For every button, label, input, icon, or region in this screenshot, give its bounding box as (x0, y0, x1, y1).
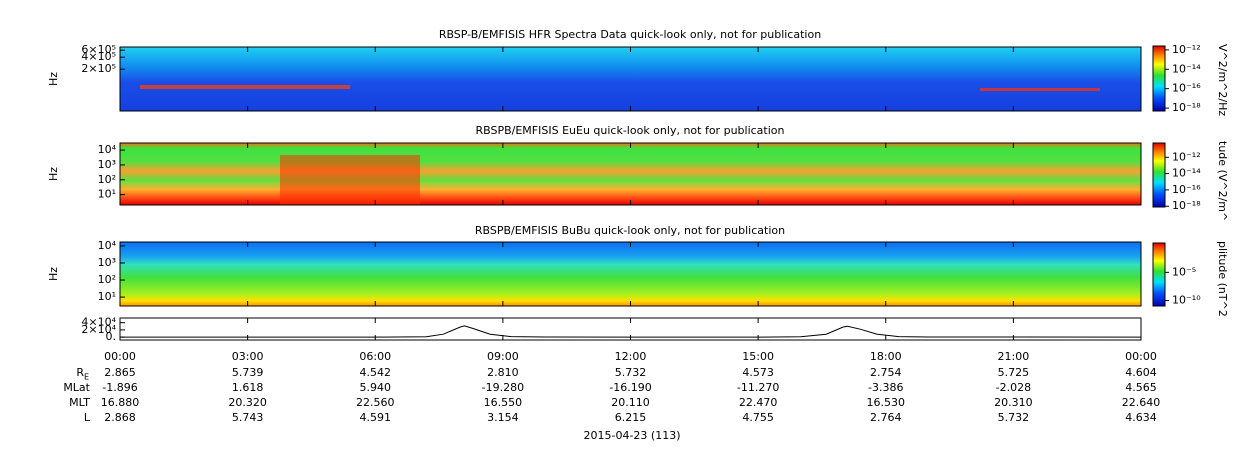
panel-title: RBSP-B/EMFISIS HFR Spectra Data quick-lo… (439, 28, 821, 41)
ephemeris-value: -2.028 (996, 381, 1031, 394)
colorbar (1152, 45, 1166, 112)
y-tick-label: 4×10⁵ (81, 50, 116, 63)
ephemeris-label-sub: E (84, 373, 89, 382)
ephemeris-value: -11.270 (737, 381, 779, 394)
ephemeris-value: 4.542 (360, 366, 392, 379)
x-tick-label: 00:00 (1125, 350, 1157, 363)
ephemeris-value: -1.896 (102, 381, 137, 394)
x-tick-label: 12:00 (615, 350, 647, 363)
y-tick-label: 2×10⁵ (81, 62, 116, 75)
spectrogram-band (280, 155, 420, 205)
ephemeris-value: 5.743 (232, 411, 264, 424)
ephemeris-value: 20.110 (611, 396, 650, 409)
x-tick-label: 06:00 (359, 350, 391, 363)
colorbar-tick-label: 10⁻¹² (1172, 43, 1201, 56)
y-tick-label: 10¹ (98, 188, 116, 201)
y-tick-label: 10² (98, 173, 116, 186)
ephemeris-value: 22.470 (739, 396, 778, 409)
ephemeris-value: 2.810 (487, 366, 519, 379)
colorbar-tick-label: 10⁻¹² (1172, 150, 1201, 163)
ephemeris-value: 5.739 (232, 366, 264, 379)
colorbar (1152, 142, 1166, 208)
x-tick-label: 00:00 (104, 350, 136, 363)
ephemeris-value: 20.320 (228, 396, 267, 409)
ephemeris-value: 22.640 (1122, 396, 1161, 409)
ephemeris-value: 5.725 (998, 366, 1030, 379)
panel-title: RBSPB/EMFISIS EuEu quick-look only, not … (475, 124, 784, 137)
colorbar-tick-label: 10⁻¹⁴ (1172, 62, 1201, 75)
y-axis-title: Hz (47, 72, 60, 86)
ephemeris-value: 3.154 (487, 411, 519, 424)
ephemeris-label: MLT (69, 396, 90, 409)
panel-title: RBSPB/EMFISIS BuBu quick-look only, not … (475, 224, 785, 237)
spectrogram-band (980, 88, 1100, 91)
ephemeris-value: 4.591 (360, 411, 392, 424)
y-tick-label: 4×10⁴ (81, 316, 116, 329)
spectrogram-image (120, 242, 1141, 306)
x-tick-label: 15:00 (742, 350, 774, 363)
x-tick-label: 21:00 (998, 350, 1030, 363)
x-axis-title: 2015-04-23 (113) (583, 429, 680, 442)
ephemeris-value: -19.280 (482, 381, 524, 394)
ephemeris-value: 6.215 (615, 411, 647, 424)
colorbar-title: plitude (nT^2 (1216, 241, 1229, 317)
y-axis-title: Hz (47, 167, 60, 181)
colorbar-tick-label: 10⁻¹⁰ (1172, 294, 1201, 307)
x-tick-label: 09:00 (487, 350, 519, 363)
spectrogram-image (120, 47, 1141, 111)
ephemeris-value: 2.754 (870, 366, 902, 379)
y-tick-label: 10² (98, 273, 116, 286)
ephemeris-value: 2.865 (104, 366, 136, 379)
colorbar-tick-label: 10⁻¹⁴ (1172, 167, 1201, 180)
y-tick-label: 10⁴ (98, 143, 117, 156)
ephemeris-value: 5.732 (998, 411, 1030, 424)
y-tick-label: 2×10⁴ (81, 323, 116, 336)
spectrogram-band (140, 85, 350, 89)
ephemeris-value: 2.868 (104, 411, 136, 424)
y-tick-label: 10³ (98, 158, 116, 171)
ephemeris-value: 4.755 (742, 411, 774, 424)
ephemeris-value: 4.634 (1125, 411, 1157, 424)
colorbar-tick-label: 10⁻¹⁸ (1172, 101, 1201, 114)
ephemeris-value: 1.618 (232, 381, 264, 394)
spectrogram-image (120, 143, 1141, 205)
ephemeris-value: 2.764 (870, 411, 902, 424)
ephemeris-value: 16.550 (484, 396, 523, 409)
x-tick-label: 18:00 (870, 350, 902, 363)
ephemeris-label: MLat (63, 381, 90, 394)
y-tick-label: 6×10⁵ (81, 43, 116, 56)
colorbar-title: V^2/m^2/Hz (1216, 44, 1229, 116)
ephemeris-value: 4.565 (1125, 381, 1157, 394)
ephemeris-label: L (84, 411, 91, 424)
y-tick-label: 0. (106, 330, 117, 343)
y-tick-label: 10¹ (98, 290, 116, 303)
y-tick-label: 10³ (98, 256, 116, 269)
ephemeris-value: 4.604 (1125, 366, 1157, 379)
colorbar-tick-label: 10⁻¹⁶ (1172, 82, 1201, 95)
ephemeris-value: 4.573 (742, 366, 774, 379)
ephemeris-label: R (76, 366, 84, 379)
colorbar (1152, 242, 1166, 307)
y-tick-label: 10⁴ (98, 239, 117, 252)
ephemeris-value: 20.310 (994, 396, 1033, 409)
ephemeris-value: 22.560 (356, 396, 395, 409)
x-tick-label: 03:00 (232, 350, 264, 363)
ephemeris-value: 5.940 (360, 381, 392, 394)
colorbar-tick-label: 10⁻⁵ (1172, 265, 1196, 278)
y-axis-title: Hz (47, 267, 60, 281)
ephemeris-value: -3.386 (868, 381, 903, 394)
colorbar-tick-label: 10⁻¹⁸ (1172, 199, 1201, 212)
colorbar-tick-label: 10⁻¹⁶ (1172, 183, 1201, 196)
ephemeris-value: 16.880 (101, 396, 140, 409)
spectrogram-fills (120, 47, 1141, 306)
ephemeris-value: 16.530 (867, 396, 906, 409)
ephemeris-value: -16.190 (609, 381, 651, 394)
ephemeris-value: 5.732 (615, 366, 647, 379)
colorbar-title: tude (V^2/m^ (1216, 141, 1229, 221)
